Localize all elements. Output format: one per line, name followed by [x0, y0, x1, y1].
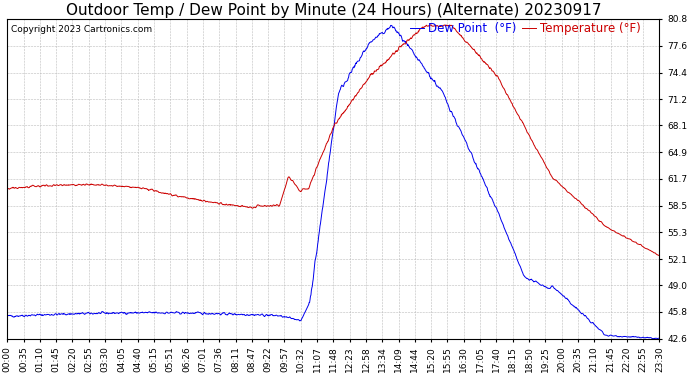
- Temperature (°F): [578, 202, 586, 207]
- Temperature (°F): [148, 187, 157, 192]
- Temperature (°F): [521, 124, 529, 129]
- Dew Point  (°F): [435, 86, 444, 90]
- Title: Outdoor Temp / Dew Point by Minute (24 Hours) (Alternate) 20230917: Outdoor Temp / Dew Point by Minute (24 H…: [66, 3, 601, 18]
- Line: Temperature (°F): Temperature (°F): [8, 25, 660, 255]
- Dew Point  (°F): [649, 337, 657, 341]
- Temperature (°F): [3, 186, 12, 190]
- Dew Point  (°F): [656, 336, 664, 340]
- Dew Point  (°F): [132, 311, 141, 315]
- Dew Point  (°F): [521, 274, 529, 279]
- Dew Point  (°F): [387, 23, 395, 28]
- Dew Point  (°F): [578, 311, 586, 316]
- Legend: Dew Point  (°F), Temperature (°F): Dew Point (°F), Temperature (°F): [410, 22, 640, 34]
- Text: Copyright 2023 Cartronics.com: Copyright 2023 Cartronics.com: [10, 26, 152, 34]
- Dew Point  (°F): [148, 310, 157, 315]
- Temperature (°F): [435, 24, 444, 29]
- Temperature (°F): [656, 253, 664, 258]
- Line: Dew Point  (°F): Dew Point (°F): [8, 26, 660, 339]
- Temperature (°F): [132, 185, 141, 190]
- Dew Point  (°F): [3, 314, 12, 318]
- Temperature (°F): [221, 202, 229, 207]
- Temperature (°F): [426, 22, 435, 27]
- Dew Point  (°F): [221, 312, 229, 316]
